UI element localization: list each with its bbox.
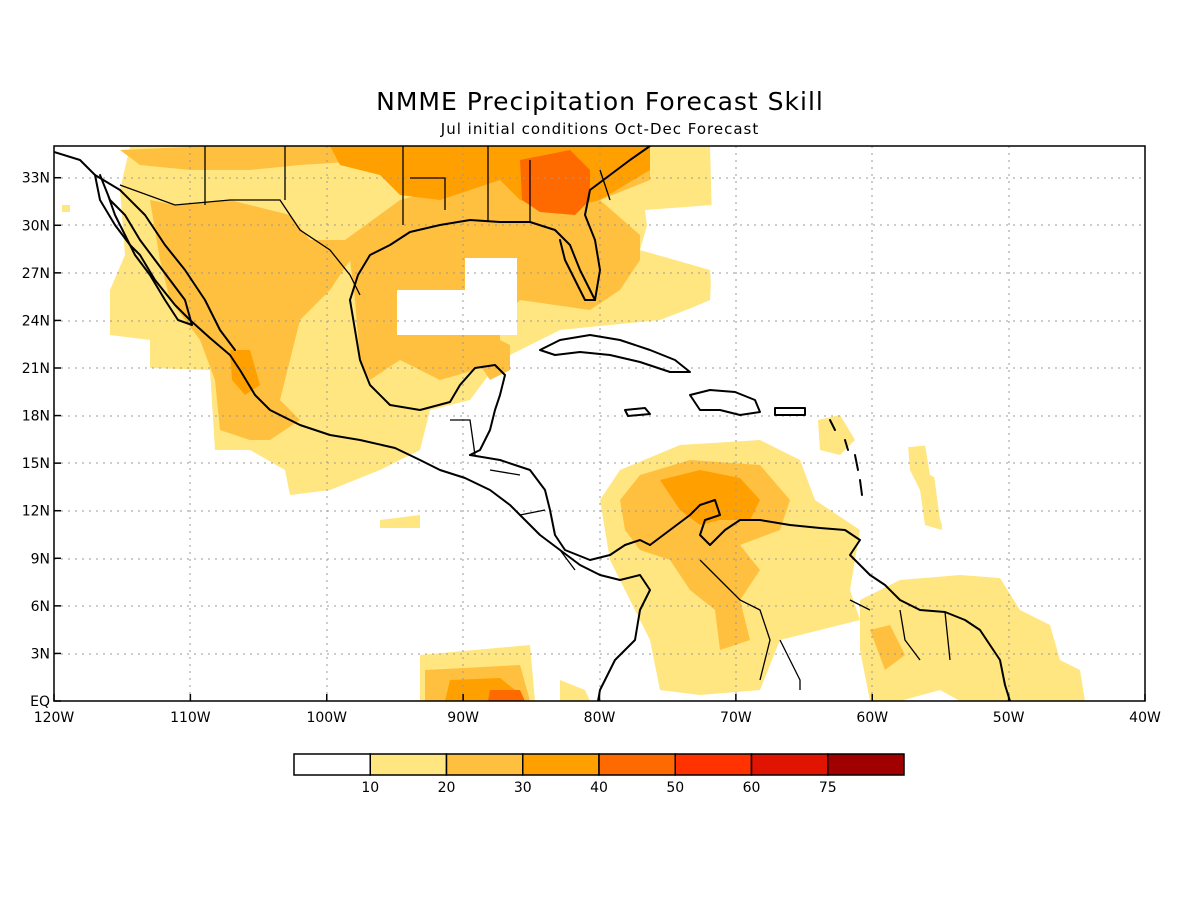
lat-tick-label: 27N	[22, 266, 50, 282]
lon-tick-label: 100W	[306, 710, 347, 726]
lon-axis: 120W 110W 100W 90W 80W 70W 60W 50W 40W	[34, 694, 1161, 726]
lon-tick-label: 90W	[447, 710, 479, 726]
lat-tick-label: 12N	[22, 504, 50, 520]
colorbar-swatch	[369, 753, 448, 776]
skill-region-atlantic-hole	[640, 146, 1145, 701]
colorbar-label: 60	[743, 780, 761, 796]
colorbar-swatch	[674, 753, 753, 776]
skill-region-pacific-light-3	[380, 515, 420, 528]
coast-puerto-rico	[774, 407, 806, 416]
coast-hispaniola	[689, 389, 761, 416]
skill-region-georgia-red	[520, 150, 590, 215]
map-title: NMME Precipitation Forecast Skill	[376, 87, 824, 116]
coast-mexico-gulf	[349, 299, 506, 456]
border-central-america	[450, 419, 576, 571]
gridlines	[54, 146, 1145, 701]
colorbar-label: 50	[666, 780, 684, 796]
lon-tick-label: 70W	[720, 710, 752, 726]
skill-region-mexico-mid	[150, 170, 640, 440]
lon-tick-label: 60W	[856, 710, 888, 726]
border-us-mexico	[119, 184, 361, 296]
colorbar-swatch	[522, 753, 600, 776]
colorbar-swatch	[750, 753, 829, 776]
coast-central-caribbean	[469, 454, 651, 561]
colorbar-label: 40	[590, 780, 608, 796]
lat-axis: EQ 3N 6N 9N 12N 15N 18N 21N 24N 27N 30N 33N	[22, 171, 61, 710]
lat-tick-label: 9N	[31, 551, 50, 567]
lat-tick-label: 6N	[31, 599, 50, 615]
skill-region-baja-light	[62, 205, 70, 212]
lon-tick-label: 80W	[584, 710, 616, 726]
coast-gulf	[349, 219, 596, 301]
lon-tick-label: 50W	[993, 710, 1025, 726]
colorbar-swatch	[293, 753, 371, 776]
lon-tick-label: 40W	[1129, 710, 1161, 726]
lat-tick-label: 18N	[22, 409, 50, 425]
colorbar-swatch	[598, 753, 676, 776]
map-panel	[54, 146, 1145, 701]
colorbar-swatch	[827, 753, 905, 776]
skill-region-east-atlantic-light	[908, 445, 942, 530]
coast-gulf-california	[94, 174, 236, 351]
lat-tick-label: 30N	[22, 218, 50, 234]
lat-tick-label: 33N	[22, 171, 50, 187]
colorbar: 10 20 30 40 50 60 75	[293, 753, 905, 796]
skill-region-lesser-antilles-light	[818, 415, 855, 455]
lat-tick-label: 15N	[22, 456, 50, 472]
coast-cuba	[539, 334, 691, 373]
lon-tick-label: 120W	[34, 710, 75, 726]
colorbar-label: 10	[361, 780, 379, 796]
colorbar-label: 75	[819, 780, 837, 796]
lat-tick-label: 21N	[22, 361, 50, 377]
coast-lesser-antilles	[829, 419, 863, 496]
coast-mexico-pacific	[54, 151, 651, 701]
colorbar-swatch	[445, 753, 524, 776]
skill-region-pacific-light-2	[560, 680, 590, 701]
border-us-states	[204, 146, 611, 225]
map-subtitle: Jul initial conditions Oct-Dec Forecast	[440, 120, 759, 138]
lat-tick-label: 24N	[22, 313, 50, 329]
lon-tick-label: 110W	[170, 710, 211, 726]
border-south-america	[699, 559, 951, 690]
lat-tick-label: EQ	[30, 694, 50, 710]
colorbar-label: 30	[514, 780, 532, 796]
coast-us-east	[584, 146, 651, 301]
political-borders	[119, 146, 951, 690]
skill-region-mexico-orange	[230, 350, 260, 395]
skill-region-orinoco-mid	[870, 625, 905, 670]
coast-south-america	[649, 499, 1011, 701]
coast-jamaica	[624, 407, 651, 417]
skill-region-pacific-red	[488, 690, 525, 701]
skill-region-gulf-hole	[397, 258, 517, 335]
lat-tick-label: 3N	[31, 646, 50, 662]
coast-baja	[99, 174, 193, 326]
coastlines	[54, 146, 1011, 701]
skill-shading	[62, 146, 1145, 701]
colorbar-label: 20	[438, 780, 456, 796]
